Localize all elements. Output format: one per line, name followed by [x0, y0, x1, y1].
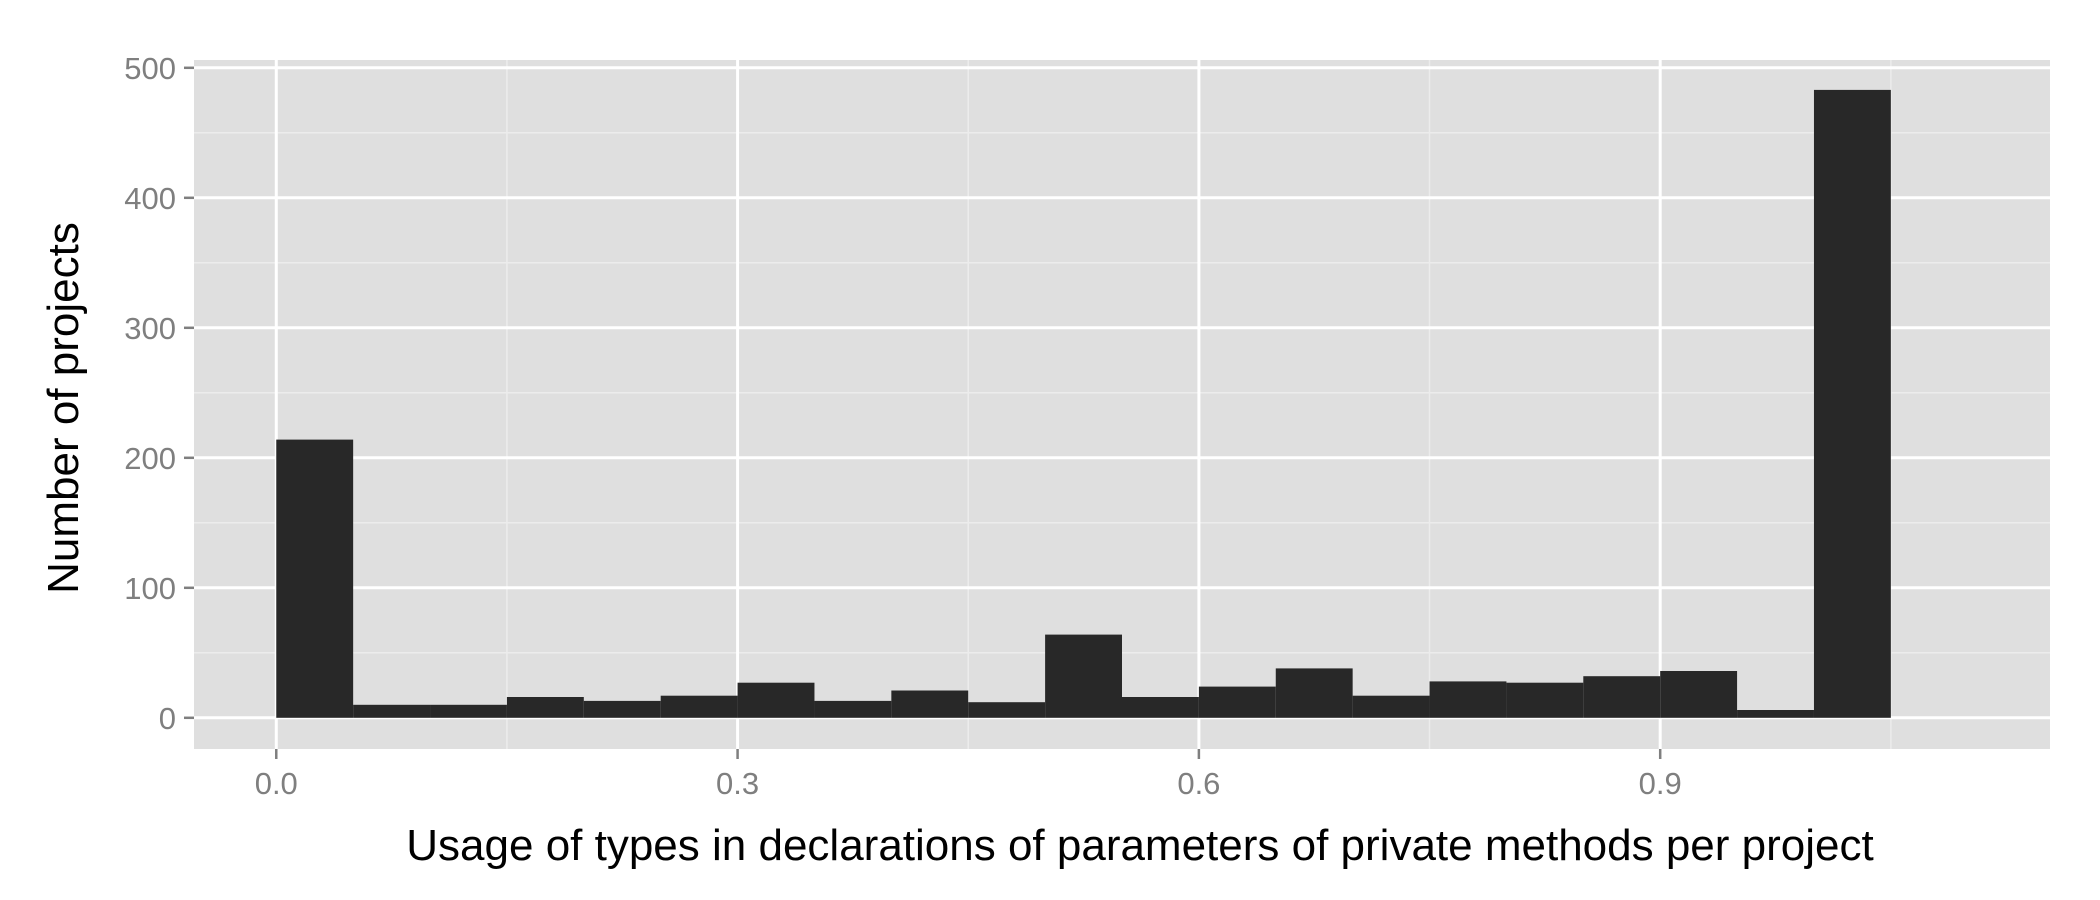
histogram-bar	[891, 690, 969, 718]
histogram-bar	[660, 695, 738, 718]
x-tick-label: 0.3	[716, 766, 759, 801]
y-tick-label: 100	[124, 571, 176, 606]
x-tick-label: 0.9	[1639, 766, 1682, 801]
y-tick-label: 500	[124, 51, 176, 86]
histogram-bar	[583, 700, 661, 718]
y-axis: 0 100 200 300 400 500	[124, 51, 194, 736]
histogram-bar	[1429, 681, 1507, 718]
histogram-bar	[276, 439, 354, 718]
histogram-bar	[1813, 89, 1891, 718]
y-axis-title: Number of projects	[39, 222, 88, 594]
x-tick-label: 0.6	[1177, 766, 1220, 801]
histogram-bar	[968, 702, 1046, 718]
histogram-bar	[1583, 676, 1661, 718]
histogram-bar	[506, 697, 584, 718]
histogram-bar	[353, 704, 431, 718]
x-tick-label: 0.0	[255, 766, 298, 801]
histogram-bar	[1275, 668, 1353, 718]
histogram-bar	[737, 682, 815, 718]
x-axis: 0.0 0.3 0.6 0.9	[255, 749, 1682, 801]
histogram-bar	[1506, 682, 1584, 718]
plot-panel	[194, 60, 2050, 749]
histogram-bar	[1198, 686, 1276, 718]
x-axis-title: Usage of types in declarations of parame…	[406, 821, 1873, 870]
histogram-bar	[1660, 671, 1738, 718]
y-tick-label: 0	[159, 701, 176, 736]
y-tick-label: 200	[124, 441, 176, 476]
histogram-bar	[1045, 634, 1122, 718]
histogram-bar	[814, 700, 892, 718]
y-tick-label: 400	[124, 181, 176, 216]
histogram-bar	[1352, 695, 1430, 718]
minor-gridlines	[194, 60, 2050, 749]
histogram-bar	[1737, 710, 1814, 718]
histogram-bar	[1122, 697, 1199, 718]
y-tick-label: 300	[124, 311, 176, 346]
histogram-bar	[430, 704, 507, 718]
histogram-bars	[276, 89, 1891, 718]
